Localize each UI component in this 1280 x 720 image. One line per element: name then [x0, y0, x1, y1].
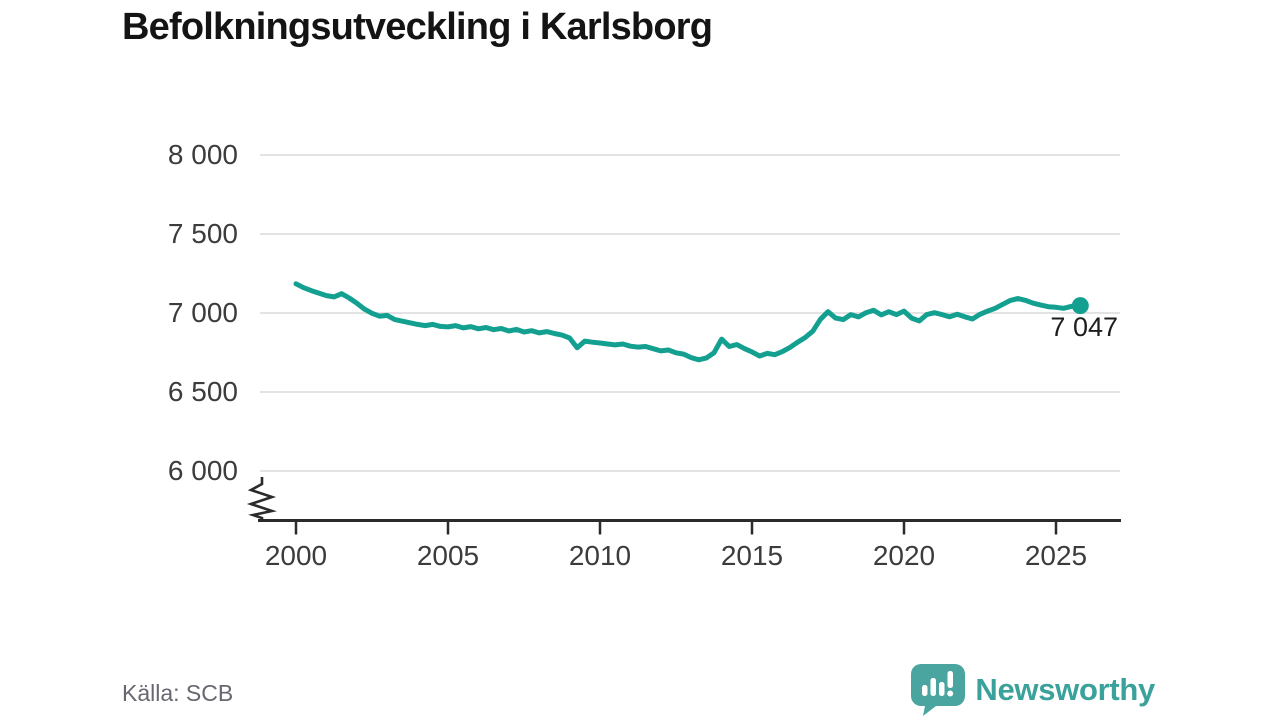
- y-tick-label-8000: 8 000: [167, 139, 238, 170]
- last-value-data-label: 7 047: [1050, 312, 1118, 342]
- axis-break-zigzag: [246, 477, 277, 521]
- exclamation-bar: [947, 671, 954, 688]
- bar-2: [930, 678, 937, 696]
- chart-title: Befolkningsutveckling i Karlsborg: [122, 6, 713, 48]
- x-tick-label-2000: 2000: [264, 540, 328, 571]
- brand-logo: Newsworthy: [911, 664, 1155, 716]
- x-tick-label-2005: 2005: [416, 540, 480, 571]
- x-tick-label-2015: 2015: [720, 540, 784, 571]
- bar-1: [922, 685, 928, 696]
- y-tick-label-7000: 7 000: [167, 297, 238, 328]
- newsworthy-logo-icon: [911, 664, 966, 716]
- bar-3: [939, 682, 945, 696]
- y-tick-label-6500: 6 500: [167, 376, 238, 407]
- brand-wordmark: Newsworthy: [975, 672, 1155, 707]
- x-tick-label-2020: 2020: [872, 540, 936, 571]
- x-tick-label-2010: 2010: [568, 540, 632, 571]
- y-tick-label-7500: 7 500: [167, 218, 238, 249]
- speech-bubble-shape: [911, 664, 966, 716]
- end-point-dot: [1071, 297, 1089, 315]
- source-attribution: Källa: SCB: [122, 680, 234, 706]
- exclamation-dot: [947, 690, 954, 697]
- y-tick-label-6000: 6 000: [167, 455, 238, 486]
- x-tick-label-2025: 2025: [1024, 540, 1088, 571]
- population-line: [293, 281, 1083, 363]
